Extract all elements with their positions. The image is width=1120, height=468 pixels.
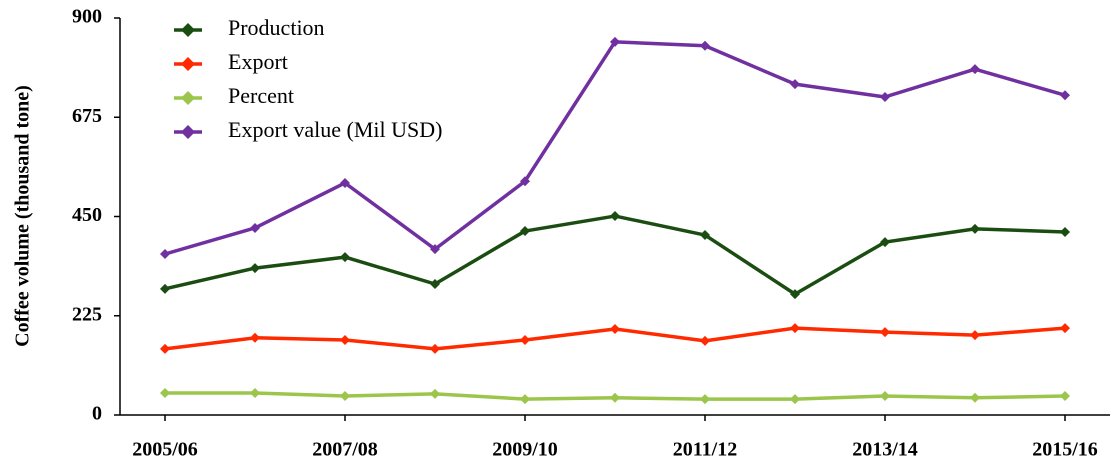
legend-marker — [181, 125, 195, 139]
x-tick-label: 2013/14 — [852, 439, 918, 461]
point-marker — [970, 392, 980, 403]
point-marker — [880, 391, 890, 402]
point-marker — [790, 289, 800, 300]
point-marker — [520, 176, 530, 187]
point-marker — [700, 394, 710, 405]
y-tick-label: 450 — [72, 204, 102, 226]
y-axis-label: Coffee volume (thousand tone) — [12, 85, 34, 347]
point-marker — [700, 230, 710, 241]
series-line — [164, 40, 1066, 256]
y-tick-label: 225 — [72, 303, 102, 325]
x-tick-label: 2011/12 — [673, 439, 737, 461]
point-marker — [880, 91, 890, 102]
point-marker — [880, 327, 890, 338]
y-tick-label: 675 — [72, 105, 102, 127]
legend-label: Export value (Mil USD) — [228, 117, 442, 142]
point-marker — [970, 330, 980, 341]
point-marker — [250, 332, 260, 343]
legend-marker — [181, 57, 195, 71]
point-marker — [1060, 226, 1070, 237]
point-marker — [700, 335, 710, 346]
point-marker — [340, 335, 350, 346]
point-marker — [250, 263, 260, 274]
point-marker — [160, 283, 170, 294]
point-marker — [1060, 90, 1070, 101]
point-marker — [700, 40, 710, 51]
point-marker — [610, 211, 620, 222]
point-marker — [1060, 391, 1070, 402]
point-marker — [430, 343, 440, 354]
point-marker — [880, 237, 890, 248]
y-tick-label: 900 — [72, 6, 102, 28]
legend-label: Production — [228, 15, 325, 40]
point-marker — [160, 343, 170, 354]
legend-marker — [181, 23, 195, 37]
point-marker — [430, 278, 440, 289]
point-marker — [610, 36, 620, 47]
point-marker — [790, 79, 800, 90]
point-marker — [160, 248, 170, 259]
point-marker — [340, 391, 350, 402]
point-marker — [610, 323, 620, 334]
legend-label: Export — [228, 49, 288, 74]
point-marker — [160, 387, 170, 398]
point-marker — [250, 387, 260, 398]
point-marker — [970, 223, 980, 234]
point-marker — [250, 222, 260, 233]
point-marker — [430, 388, 440, 399]
point-marker — [1060, 323, 1070, 334]
point-marker — [520, 394, 530, 405]
point-marker — [340, 177, 350, 188]
x-tick-label: 2005/06 — [132, 439, 198, 461]
point-marker — [520, 335, 530, 346]
point-marker — [610, 392, 620, 403]
point-marker — [520, 226, 530, 237]
point-marker — [790, 394, 800, 405]
x-tick-label: 2009/10 — [492, 439, 558, 461]
legend-label: Percent — [228, 83, 294, 108]
point-marker — [790, 323, 800, 334]
x-tick-label: 2015/16 — [1032, 439, 1098, 461]
point-marker — [340, 252, 350, 263]
y-tick-label: 0 — [92, 403, 102, 425]
point-marker — [970, 64, 980, 75]
x-tick-label: 2007/08 — [312, 439, 378, 461]
legend-marker — [181, 91, 195, 105]
series-line — [164, 214, 1066, 296]
point-marker — [430, 244, 440, 255]
